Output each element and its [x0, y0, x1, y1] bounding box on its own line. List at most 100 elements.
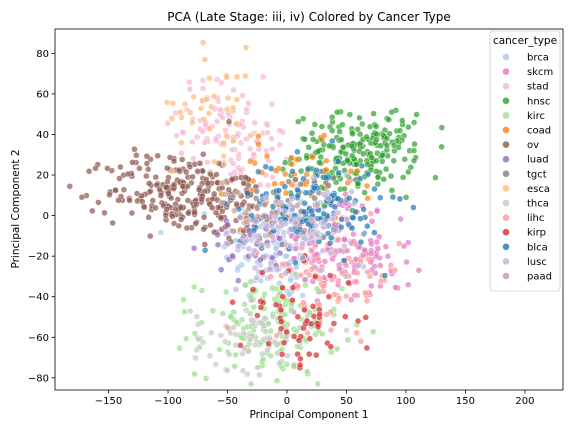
- data-point: [277, 325, 285, 332]
- data-point: [95, 199, 102, 206]
- data-point: [320, 210, 327, 218]
- data-point: [392, 284, 399, 291]
- data-point: [253, 203, 261, 211]
- data-point: [293, 202, 301, 210]
- data-point: [152, 173, 160, 181]
- data-point: [168, 168, 176, 175]
- data-point: [301, 306, 308, 314]
- data-point: [89, 207, 96, 215]
- data-point: [190, 283, 198, 291]
- data-point: [224, 94, 232, 102]
- data-point: [279, 293, 286, 300]
- data-point: [219, 113, 226, 121]
- legend-label-tgct: tgct: [527, 169, 547, 180]
- data-point: [292, 259, 299, 266]
- data-point: [335, 158, 342, 165]
- data-point: [348, 188, 355, 196]
- chart-title: PCA (Late Stage: iii, iv) Colored by Can…: [167, 10, 450, 24]
- data-point: [248, 316, 255, 324]
- data-point: [223, 132, 230, 140]
- data-point: [195, 336, 203, 343]
- data-point: [328, 234, 335, 241]
- data-point: [116, 175, 123, 182]
- data-point: [177, 216, 185, 223]
- data-point: [308, 129, 316, 137]
- data-point: [438, 143, 445, 151]
- data-point: [210, 92, 218, 100]
- data-point: [189, 173, 196, 181]
- data-point: [290, 363, 298, 370]
- data-point: [374, 180, 381, 188]
- data-point: [239, 367, 247, 374]
- data-point: [310, 174, 317, 181]
- legend-label-lusc: lusc: [527, 257, 547, 268]
- data-point: [176, 345, 183, 352]
- data-point: [186, 109, 194, 116]
- data-point: [136, 165, 143, 172]
- data-point: [306, 271, 313, 279]
- data-point: [354, 292, 361, 299]
- data-point: [381, 272, 389, 279]
- data-point: [364, 268, 371, 276]
- data-point: [178, 139, 185, 147]
- x-axis-label: Principal Component 1: [249, 409, 368, 421]
- data-point: [253, 188, 260, 195]
- data-point: [217, 266, 225, 273]
- data-point: [332, 247, 339, 255]
- data-point: [242, 174, 249, 181]
- data-point: [243, 135, 250, 143]
- data-point: [287, 201, 294, 208]
- data-point: [286, 291, 293, 298]
- data-point: [274, 266, 281, 273]
- data-point: [206, 352, 214, 359]
- data-point: [191, 370, 198, 378]
- data-point: [297, 167, 305, 175]
- data-point: [336, 128, 343, 135]
- y-tick-label: 80: [36, 49, 49, 60]
- data-point: [259, 73, 267, 81]
- data-point: [242, 44, 250, 51]
- data-point: [246, 336, 254, 343]
- data-point: [326, 272, 334, 279]
- data-point: [219, 310, 227, 317]
- data-point: [343, 172, 350, 179]
- data-point: [368, 154, 375, 161]
- data-point: [276, 235, 283, 242]
- data-point: [390, 142, 398, 149]
- x-tick-label: 0: [284, 396, 290, 407]
- data-point: [199, 128, 207, 135]
- data-point: [278, 351, 286, 358]
- data-point: [344, 336, 351, 344]
- data-point: [272, 245, 280, 252]
- data-point: [186, 163, 194, 171]
- data-point: [327, 343, 334, 350]
- data-point: [288, 216, 295, 224]
- data-point: [308, 266, 315, 273]
- x-tick-label: 150: [456, 396, 475, 407]
- data-point: [338, 216, 345, 223]
- data-point: [256, 371, 263, 379]
- data-point: [383, 142, 391, 149]
- data-point: [235, 151, 242, 158]
- data-point: [167, 194, 175, 202]
- data-point: [317, 153, 324, 161]
- data-point: [204, 159, 211, 166]
- data-point: [243, 218, 250, 226]
- data-point: [357, 238, 365, 246]
- data-point: [345, 279, 352, 286]
- data-point: [320, 191, 327, 198]
- data-point: [283, 252, 290, 260]
- data-point: [336, 265, 343, 273]
- data-point: [199, 85, 207, 92]
- data-point: [207, 221, 214, 229]
- data-point: [172, 205, 179, 213]
- data-point: [232, 331, 239, 338]
- data-point: [401, 156, 408, 163]
- data-point: [212, 361, 220, 368]
- data-point: [353, 329, 360, 336]
- data-point: [320, 132, 328, 139]
- data-point: [364, 195, 371, 202]
- x-tick-label: −100: [154, 396, 181, 407]
- data-point: [179, 129, 186, 136]
